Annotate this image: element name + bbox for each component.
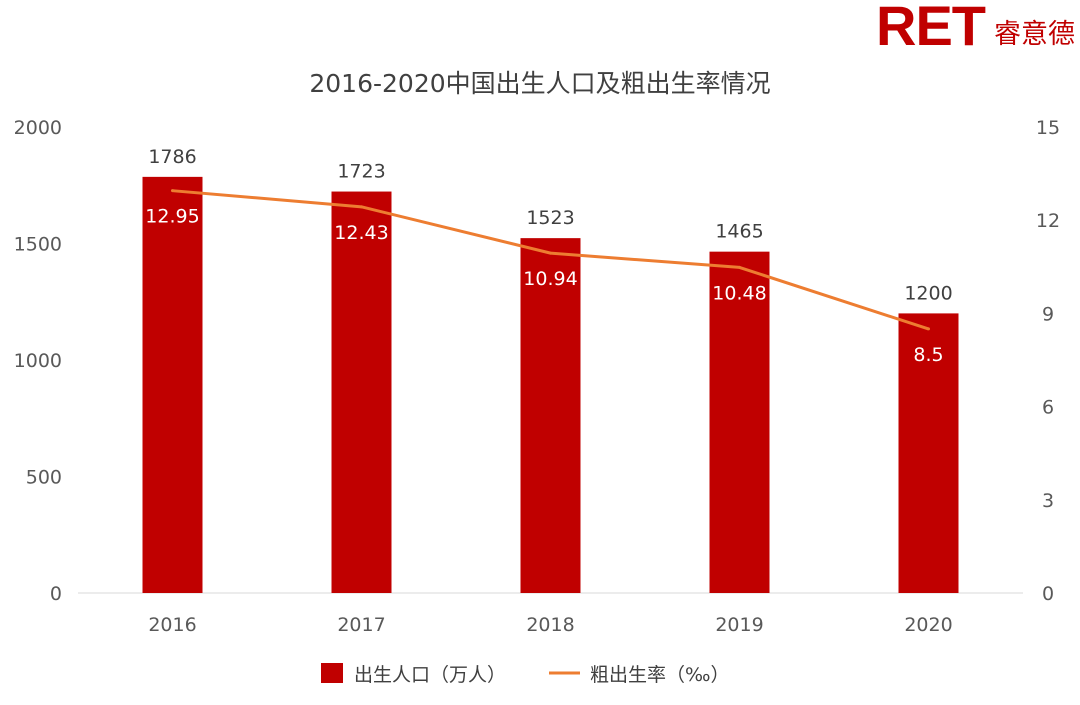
rate-value-label: 10.94 [523,268,577,290]
y-right-tick-label: 6 [1042,397,1054,419]
logo-brand-cn: 睿意德 [994,19,1075,50]
bar-value-label: 1723 [337,161,385,183]
bars [142,176,959,594]
y-right-tick-label: 0 [1042,583,1054,605]
axes: 0 500 1000 1500 2000 0 3 6 9 12 15 2016 2017 2018 2019… [14,117,1060,636]
bar-births-2020 [898,313,959,593]
bar-births-2017 [331,191,392,593]
bar-value-label: 1523 [526,207,574,229]
x-tick-label: 2018 [526,614,574,636]
legend-line-label: 粗出生率（‰） [590,664,730,686]
data-labels: 1786 1723 1523 1465 1200 12.95 12.43 10.94 10.48… [145,146,952,366]
bar-births-2019 [709,251,770,593]
bar-value-label: 1786 [148,146,196,168]
bar-births-2018 [520,238,581,594]
bar-births-2016 [142,176,203,593]
rate-value-label: 8.5 [913,344,943,366]
x-tick-label: 2017 [337,614,385,636]
rate-value-label: 12.43 [334,222,388,244]
y-left-tick-label: 500 [26,467,62,489]
y-right-tick-label: 3 [1042,490,1054,512]
bar-value-label: 1465 [715,221,763,243]
y-right-tick-label: 9 [1042,303,1054,325]
rate-point-2016 [171,189,174,193]
x-tick-label: 2016 [148,614,196,636]
legend: 出生人口（万人） 粗出生率（‰） [321,663,730,686]
y-right-tick-label: 15 [1036,117,1060,139]
rate-value-label: 12.95 [145,206,199,228]
x-tick-label: 2019 [715,614,763,636]
rate-line [171,189,930,331]
rate-point-2020 [927,327,930,331]
logo-brand: RET [876,0,986,57]
ret-logo: RET 睿意德 [876,0,1080,56]
y-left-tick-label: 1000 [14,350,62,372]
y-left-tick-label: 0 [50,583,62,605]
y-right-tick-label: 12 [1036,210,1060,232]
chart-title: 2016-2020中国出生人口及粗出生率情况 [309,69,770,98]
rate-point-2017 [360,205,363,209]
bar-value-label: 1200 [904,282,952,304]
y-left-tick-label: 1500 [14,234,62,256]
x-tick-label: 2020 [904,614,952,636]
legend-bar-label: 出生人口（万人） [354,664,506,686]
rate-value-label: 10.48 [712,282,766,304]
rate-point-2018 [549,251,552,255]
rate-point-2019 [738,265,741,269]
y-left-tick-label: 2000 [14,117,62,139]
legend-bar-swatch [321,663,343,683]
